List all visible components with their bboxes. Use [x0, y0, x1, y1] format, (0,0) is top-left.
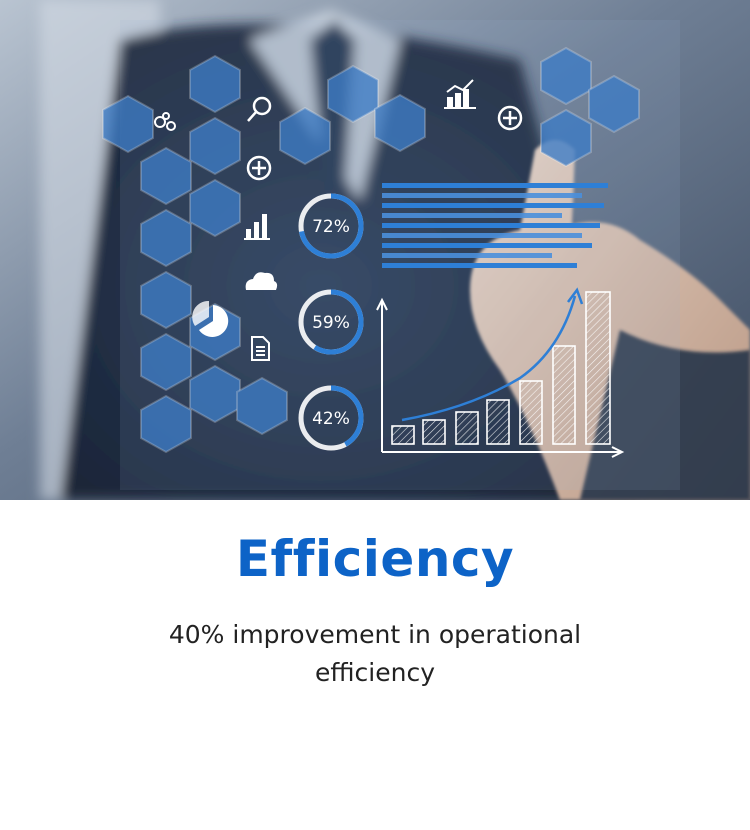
plus-icon [497, 105, 523, 131]
document-icon [251, 336, 270, 361]
digital-dashboard-illustration: 72% 59% 42% [0, 0, 750, 500]
gears-icon [154, 112, 176, 131]
hero-image: 72% 59% 42% [0, 0, 750, 500]
growth-chart-icon [444, 79, 476, 109]
card-description: 40% improvement in operational efficienc… [168, 620, 582, 687]
card-title: Efficiency [235, 530, 515, 588]
dial-value-label: 42% [312, 409, 350, 429]
magnifier-icon [247, 96, 272, 122]
dial-value-label: 72% [312, 217, 350, 237]
cloud-icon [245, 272, 278, 290]
bar-chart-icon [244, 214, 270, 240]
dial-value-label: 59% [312, 313, 350, 333]
growth-bar-chart [376, 287, 625, 458]
progress-dial-3: 42% [298, 385, 364, 451]
plus-icon [246, 155, 272, 181]
progress-dial-2: 59% [298, 289, 364, 355]
horizontal-bars [382, 183, 608, 268]
progress-dial-1: 72% [298, 193, 364, 259]
pie-chart-icon [192, 300, 229, 337]
